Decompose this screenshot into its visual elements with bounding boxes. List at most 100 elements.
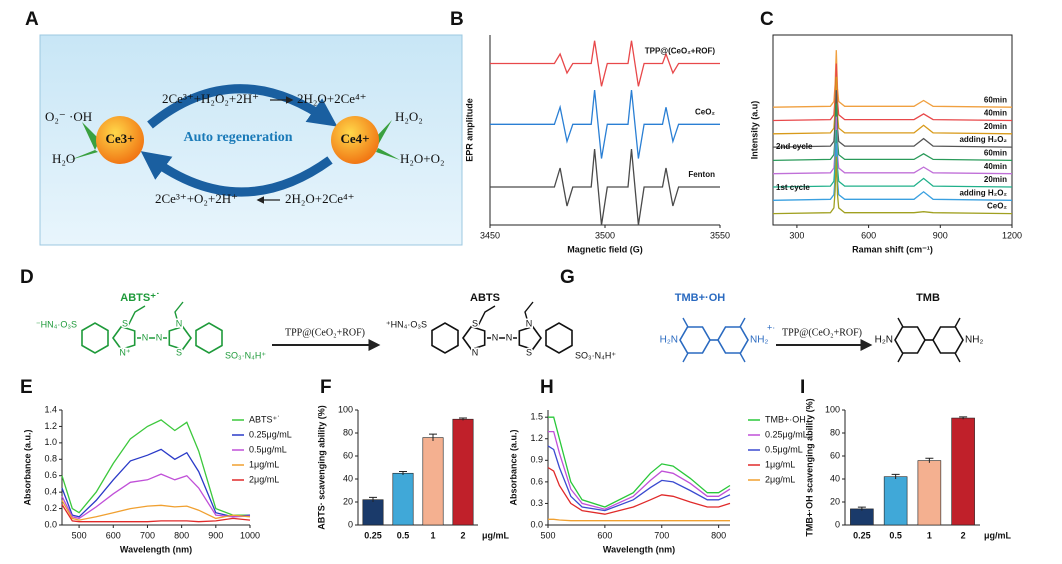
atom-label: SO₃·N₄H⁺ xyxy=(225,350,266,360)
y-tick-label: 0.9 xyxy=(530,455,543,465)
atom-label: H₂N xyxy=(875,335,893,346)
x-tick-label: 600 xyxy=(106,530,121,540)
bond xyxy=(739,352,746,363)
series-label: 60min xyxy=(984,95,1007,104)
bond xyxy=(682,317,689,328)
atom-label: S xyxy=(472,318,478,328)
y-tick-label: 100 xyxy=(825,404,840,414)
bar xyxy=(452,418,474,526)
x-tick-label: 500 xyxy=(540,530,555,540)
series-line xyxy=(61,448,251,518)
y-axis-label: Absorbance (a.u.) xyxy=(22,429,32,505)
atom-label: NH₂ xyxy=(750,335,768,346)
series-line xyxy=(61,504,251,523)
cycle-label: Auto regeneration xyxy=(184,130,293,145)
molecule-name: ABTS xyxy=(470,292,500,304)
legend-label: 2μg/mL xyxy=(249,474,279,484)
x-axis-label: Raman shift (cm⁻¹) xyxy=(852,244,933,254)
species: O₂⁻ ·OH xyxy=(45,109,92,124)
error-bar xyxy=(369,496,377,502)
series-label: 40min xyxy=(984,109,1007,118)
x-tick-label: 700 xyxy=(140,530,155,540)
x-tick-label: 300 xyxy=(789,230,804,240)
error-bar xyxy=(857,506,866,511)
series-line xyxy=(548,430,731,510)
error-bar xyxy=(925,457,934,463)
bar xyxy=(917,460,942,526)
species: H₂O+O₂ xyxy=(400,151,445,166)
atom-label: N xyxy=(506,332,513,342)
y-tick-label: 0.6 xyxy=(530,476,543,486)
annotation: 2nd cycle xyxy=(776,142,813,151)
series-line xyxy=(772,103,1013,162)
panel-letter: B xyxy=(450,9,464,30)
ring xyxy=(679,326,711,354)
ring xyxy=(894,326,926,354)
bar xyxy=(951,417,975,526)
species: H₂O xyxy=(52,151,75,166)
bond xyxy=(477,305,496,327)
y-tick-label: 0 xyxy=(835,519,840,529)
panel-letter: D xyxy=(20,267,34,288)
bond xyxy=(954,352,961,363)
y-tick-label: 0.8 xyxy=(44,454,57,464)
x-tick-label: 800 xyxy=(174,530,189,540)
reagent: TPP@(CeO₂+ROF) xyxy=(285,327,365,338)
equation: 2Ce³⁺+O₂+2H⁺ xyxy=(155,191,238,206)
wedge-left xyxy=(70,122,100,160)
molecule-name: ABTS⁺˙ xyxy=(120,292,159,304)
atom-label: N xyxy=(176,318,183,328)
equation: 2H₂O+2Ce⁴⁺ xyxy=(285,191,354,206)
panel-letter: F xyxy=(320,377,332,398)
ce3-label: Ce3+ xyxy=(105,131,134,146)
atom-label: SO₃·N₄H⁺ xyxy=(575,350,616,360)
x-tick-label: 2 xyxy=(961,530,966,540)
x-tick-label: 0.25 xyxy=(853,530,871,540)
bond xyxy=(682,352,689,363)
series-line xyxy=(548,518,730,522)
molecule-name: TMB+·OH xyxy=(675,292,725,304)
ring xyxy=(112,325,136,351)
series-label: CeO₂ xyxy=(987,202,1007,211)
x-tick-label: 1000 xyxy=(240,530,260,540)
panel-letter: H xyxy=(540,377,554,398)
error-bar xyxy=(891,473,900,479)
ring xyxy=(81,322,109,354)
y-tick-label: 1.2 xyxy=(530,433,543,443)
x-tick-label: 500 xyxy=(72,530,87,540)
x-tick-label: 2 xyxy=(460,530,465,540)
wedge-right xyxy=(375,120,400,160)
legend-label: TMB+·OH xyxy=(765,414,806,424)
bar xyxy=(883,476,908,526)
x-tick-label: 700 xyxy=(654,530,669,540)
legend-label: 0.25μg/mL xyxy=(249,429,292,439)
equation: 2Ce³⁺+H₂O₂+2H⁺ xyxy=(162,91,259,106)
species: H₂O₂ xyxy=(395,109,423,124)
y-tick-label: 0.0 xyxy=(44,519,57,529)
y-tick-label: 0.0 xyxy=(530,519,543,529)
x-axis-label: Wavelength (nm) xyxy=(120,544,192,554)
series-line xyxy=(772,116,1013,175)
ring xyxy=(462,325,486,351)
series-line xyxy=(772,156,1013,215)
x-tick-label: 1200 xyxy=(1002,230,1022,240)
atom-label: S xyxy=(176,347,182,357)
atom-label: ⁻HN₄·O₃S xyxy=(36,319,77,329)
x-tick-label: 3450 xyxy=(480,230,500,240)
x-tick-label: 600 xyxy=(597,530,612,540)
atom-label: +· xyxy=(767,322,775,332)
x-tick-label: 1 xyxy=(430,530,435,540)
legend-label: ABTS⁺˙ xyxy=(249,414,280,424)
series-label: Fenton xyxy=(688,170,715,179)
x-tick-label: 900 xyxy=(208,530,223,540)
x-tick-label: 1 xyxy=(927,530,932,540)
y-tick-label: 1.4 xyxy=(44,404,57,414)
y-tick-label: 100 xyxy=(338,404,353,414)
ring xyxy=(195,322,223,354)
bond xyxy=(174,301,184,327)
x-tick-label: 800 xyxy=(711,530,726,540)
error-bar xyxy=(399,471,407,475)
annotation: 1st cycle xyxy=(776,183,810,192)
ce3-ion xyxy=(96,116,144,164)
atom-label: S xyxy=(526,347,532,357)
